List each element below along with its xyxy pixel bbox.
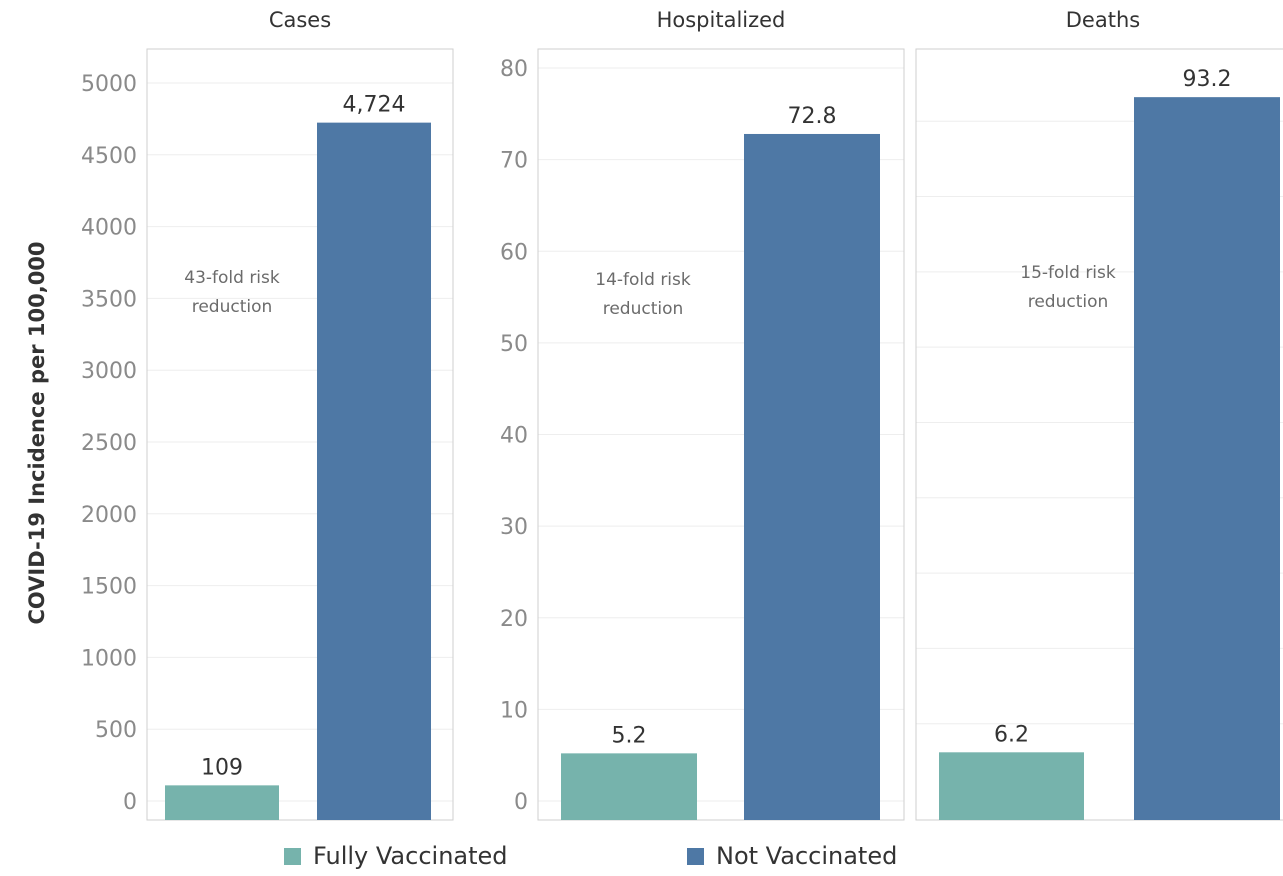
panel-title-hospitalized: Hospitalized bbox=[657, 8, 786, 32]
y-tick-hospitalized-80: 80 bbox=[500, 57, 528, 82]
panel-title-cases: Cases bbox=[269, 8, 331, 32]
data-label-cases-not-vaccinated: 4,724 bbox=[343, 93, 406, 118]
annotation-cases-line-2: reduction bbox=[192, 297, 273, 317]
y-tick-hospitalized-20: 20 bbox=[500, 607, 528, 632]
chart-legend: Fully Vaccinated Not Vaccinated bbox=[0, 842, 1283, 876]
annotation-hospitalized-line-1: 14-fold risk bbox=[595, 270, 691, 290]
y-tick-hospitalized-60: 60 bbox=[500, 240, 528, 265]
legend-swatch-not-vaccinated bbox=[687, 847, 704, 865]
y-tick-cases-4000: 4000 bbox=[81, 216, 137, 241]
panel-frame-deaths bbox=[915, 48, 1283, 821]
panel-frame-cases bbox=[146, 48, 454, 821]
annotation-hospitalized-line-2: reduction bbox=[603, 299, 684, 319]
y-tick-hospitalized-70: 70 bbox=[500, 149, 528, 174]
data-label-hospitalized-fully-vaccinated: 5.2 bbox=[612, 723, 647, 748]
annotation-deaths-line-2: reduction bbox=[1028, 292, 1109, 312]
legend-item-fully-vaccinated: Fully Vaccinated bbox=[284, 842, 508, 870]
annotation-cases-line-1: 43-fold risk bbox=[184, 268, 280, 288]
y-tick-hospitalized-10: 10 bbox=[500, 698, 528, 723]
y-tick-hospitalized-40: 40 bbox=[500, 424, 528, 449]
vaccination-incidence-chart: COVID-19 Incidence per 100,000Cases05001… bbox=[25, 8, 1283, 821]
y-tick-cases-2000: 2000 bbox=[81, 503, 137, 528]
y-tick-cases-500: 500 bbox=[95, 718, 137, 743]
y-tick-cases-4500: 4500 bbox=[81, 144, 137, 169]
bar-deaths-fully-vaccinated bbox=[939, 752, 1084, 820]
data-label-deaths-not-vaccinated: 93.2 bbox=[1183, 67, 1232, 92]
data-label-deaths-fully-vaccinated: 6.2 bbox=[994, 722, 1029, 747]
legend-swatch-fully-vaccinated bbox=[284, 847, 301, 865]
y-tick-hospitalized-30: 30 bbox=[500, 515, 528, 540]
panel-title-deaths: Deaths bbox=[1066, 8, 1140, 32]
legend-item-not-vaccinated: Not Vaccinated bbox=[687, 842, 897, 870]
y-tick-cases-1000: 1000 bbox=[81, 646, 137, 671]
bar-hospitalized-not-vaccinated bbox=[744, 133, 880, 821]
y-tick-cases-2500: 2500 bbox=[81, 431, 137, 456]
y-tick-hospitalized-0: 0 bbox=[514, 790, 528, 815]
y-tick-hospitalized-50: 50 bbox=[500, 332, 528, 357]
bar-hospitalized-fully-vaccinated bbox=[561, 753, 697, 820]
bar-deaths-not-vaccinated bbox=[1134, 97, 1280, 820]
legend-label-not-vaccinated: Not Vaccinated bbox=[716, 842, 898, 870]
y-tick-cases-3000: 3000 bbox=[81, 359, 137, 384]
data-label-hospitalized-not-vaccinated: 72.8 bbox=[788, 104, 837, 129]
data-label-cases-fully-vaccinated: 109 bbox=[201, 755, 243, 780]
y-tick-cases-3500: 3500 bbox=[81, 287, 137, 312]
bar-cases-fully-vaccinated bbox=[165, 785, 279, 820]
y-tick-cases-1500: 1500 bbox=[81, 575, 137, 600]
y-tick-cases-5000: 5000 bbox=[81, 72, 137, 97]
bar-cases-not-vaccinated bbox=[317, 122, 431, 820]
panel-frame-hospitalized bbox=[537, 48, 905, 821]
legend-label-fully-vaccinated: Fully Vaccinated bbox=[313, 842, 508, 870]
y-tick-cases-0: 0 bbox=[123, 790, 137, 815]
annotation-deaths-line-1: 15-fold risk bbox=[1020, 263, 1116, 283]
y-axis-title: COVID-19 Incidence per 100,000 bbox=[25, 241, 49, 624]
